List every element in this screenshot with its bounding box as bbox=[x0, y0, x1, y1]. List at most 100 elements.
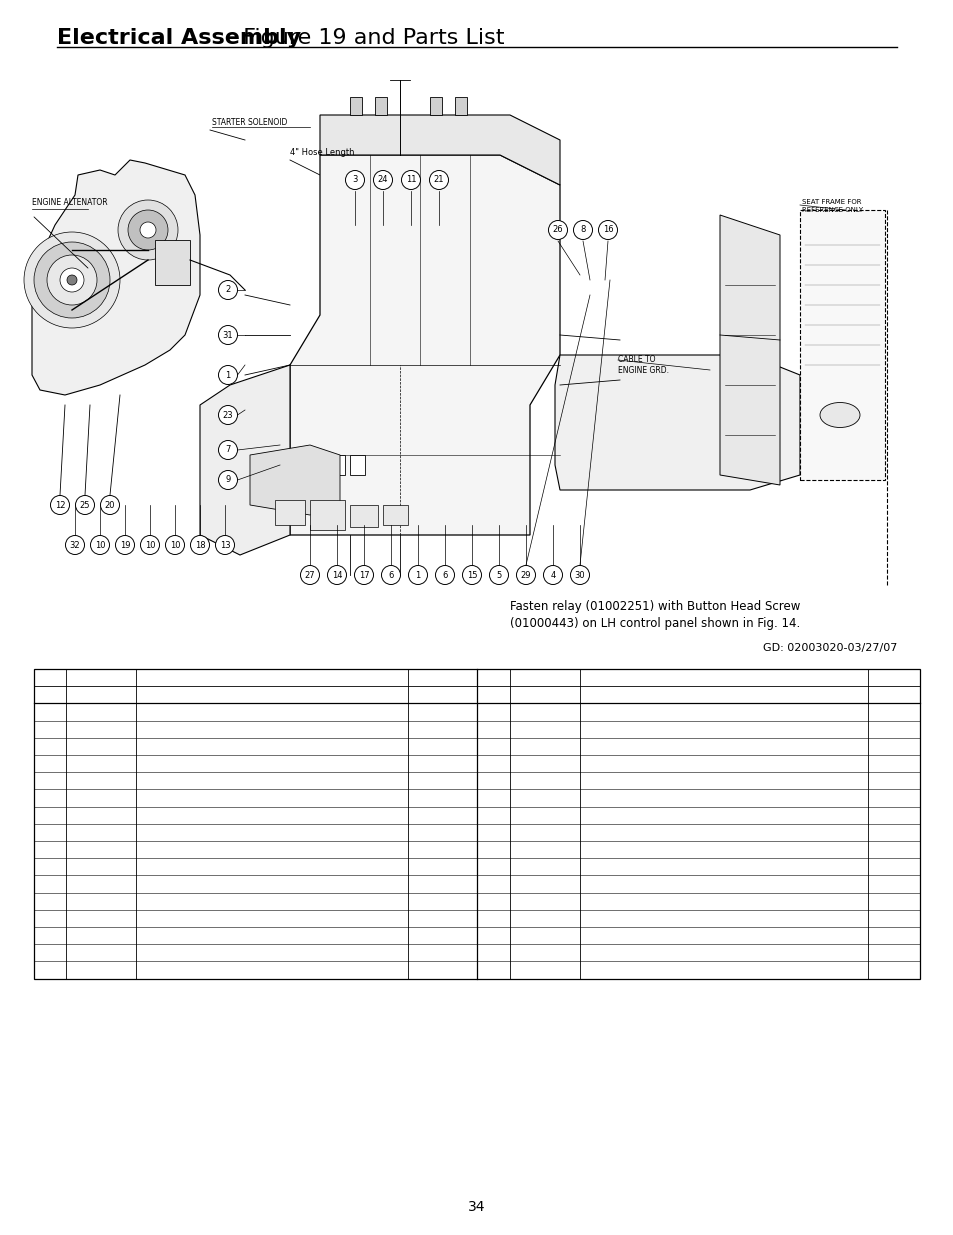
Text: 9: 9 bbox=[225, 475, 231, 484]
Text: Meter, Hour: Meter, Hour bbox=[139, 931, 204, 941]
Circle shape bbox=[548, 221, 567, 240]
Text: Electrical Conduit Clip, 3/8: Electrical Conduit Clip, 3/8 bbox=[582, 931, 726, 941]
Bar bbox=[800, 210, 884, 480]
Ellipse shape bbox=[820, 403, 859, 427]
Text: Timer Relay: Timer Relay bbox=[582, 965, 647, 974]
Circle shape bbox=[34, 242, 110, 317]
Text: 2: 2 bbox=[467, 879, 474, 889]
Text: Description: Description bbox=[139, 690, 209, 700]
Text: 24: 24 bbox=[377, 175, 388, 184]
Text: 34: 34 bbox=[468, 1200, 485, 1214]
Bar bbox=[154, 240, 190, 285]
Text: 14: 14 bbox=[332, 571, 342, 579]
Text: Switch, Electric, PTO: Switch, Electric, PTO bbox=[139, 845, 251, 855]
Text: Flange Lock, Hex Nut, 3/8-16: Flange Lock, Hex Nut, 3/8-16 bbox=[139, 793, 296, 803]
Circle shape bbox=[300, 566, 319, 584]
Text: 1: 1 bbox=[909, 914, 916, 924]
Text: 02002059: 02002059 bbox=[513, 827, 568, 837]
Text: 6: 6 bbox=[442, 571, 447, 579]
Text: Cable, Battery Red, 42": Cable, Battery Red, 42" bbox=[582, 827, 711, 837]
Text: 02003038: 02003038 bbox=[513, 931, 568, 941]
Text: Nut, Hex, Center Lock, M8: Nut, Hex, Center Lock, M8 bbox=[139, 897, 282, 906]
Text: 01003581: 01003581 bbox=[69, 914, 124, 924]
Text: 1: 1 bbox=[467, 845, 474, 855]
Text: 1: 1 bbox=[47, 706, 53, 718]
Text: 1: 1 bbox=[909, 879, 916, 889]
Text: 19: 19 bbox=[486, 741, 500, 751]
Circle shape bbox=[24, 232, 120, 329]
Text: Screw, Hex, Cap, 1/4-20 x .75: Screw, Hex, Cap, 1/4-20 x .75 bbox=[139, 724, 300, 734]
Text: 00032097: 00032097 bbox=[69, 810, 125, 820]
Bar bbox=[375, 98, 387, 115]
Circle shape bbox=[345, 170, 364, 189]
Text: 23: 23 bbox=[222, 410, 233, 420]
Circle shape bbox=[401, 170, 420, 189]
Text: 01002766: 01002766 bbox=[69, 879, 124, 889]
Text: 19: 19 bbox=[120, 541, 131, 550]
Text: 01009623: 01009623 bbox=[69, 965, 124, 974]
Text: 02000907: 02000907 bbox=[513, 741, 568, 751]
Text: 10: 10 bbox=[145, 541, 155, 550]
Circle shape bbox=[215, 536, 234, 555]
Circle shape bbox=[218, 405, 237, 425]
Text: 6: 6 bbox=[388, 571, 394, 579]
Text: SEAT FRAME FOR: SEAT FRAME FOR bbox=[801, 199, 861, 205]
Text: Ref.: Ref. bbox=[37, 673, 61, 683]
Polygon shape bbox=[32, 161, 200, 395]
Polygon shape bbox=[319, 115, 559, 185]
Bar bbox=[382, 505, 408, 525]
Text: 1: 1 bbox=[909, 897, 916, 906]
Text: ENGINE ALTENATOR: ENGINE ALTENATOR bbox=[32, 198, 108, 207]
Text: 1: 1 bbox=[415, 571, 420, 579]
Text: 11: 11 bbox=[405, 175, 416, 184]
Text: 3: 3 bbox=[467, 862, 474, 872]
Circle shape bbox=[218, 441, 237, 459]
Text: 16: 16 bbox=[602, 226, 613, 235]
Text: STARTER SOLENOID: STARTER SOLENOID bbox=[212, 119, 287, 127]
Text: 01009905: 01009905 bbox=[513, 724, 568, 734]
Text: 27: 27 bbox=[304, 571, 315, 579]
Text: 3: 3 bbox=[47, 741, 53, 751]
Text: --: -- bbox=[513, 793, 520, 803]
Bar bbox=[330, 454, 345, 475]
Text: 14: 14 bbox=[43, 931, 57, 941]
Text: 30: 30 bbox=[574, 571, 585, 579]
Text: 32: 32 bbox=[70, 541, 80, 550]
Text: Harness Assembly (not shown): Harness Assembly (not shown) bbox=[582, 914, 750, 924]
Text: 4: 4 bbox=[550, 571, 555, 579]
Circle shape bbox=[381, 566, 400, 584]
Circle shape bbox=[51, 495, 70, 515]
Text: 01007597: 01007597 bbox=[69, 931, 124, 941]
Circle shape bbox=[543, 566, 562, 584]
Text: Carriage Bolt, 3/8-16 x .75 Long: Carriage Bolt, 3/8-16 x .75 Long bbox=[139, 827, 313, 837]
Text: 18: 18 bbox=[194, 541, 205, 550]
Circle shape bbox=[374, 170, 392, 189]
Text: 4: 4 bbox=[467, 827, 474, 837]
Circle shape bbox=[140, 536, 159, 555]
Text: No.: No. bbox=[479, 690, 500, 700]
Text: 29: 29 bbox=[486, 914, 500, 924]
Text: 11: 11 bbox=[43, 879, 57, 889]
Text: 1: 1 bbox=[467, 914, 474, 924]
Text: 3: 3 bbox=[352, 175, 357, 184]
Text: 1: 1 bbox=[909, 827, 916, 837]
Text: 20: 20 bbox=[486, 758, 500, 768]
Circle shape bbox=[218, 280, 237, 300]
Text: (01000443) on LH control panel shown in Fig. 14.: (01000443) on LH control panel shown in … bbox=[510, 618, 800, 630]
Text: 6: 6 bbox=[47, 793, 53, 803]
Text: 1: 1 bbox=[909, 947, 916, 958]
Text: 25: 25 bbox=[80, 500, 91, 510]
Text: 2: 2 bbox=[47, 724, 53, 734]
Bar bbox=[310, 500, 345, 530]
Text: 02002346: 02002346 bbox=[513, 845, 568, 855]
Text: 2: 2 bbox=[467, 741, 474, 751]
Text: 30: 30 bbox=[486, 931, 500, 941]
Bar bbox=[350, 98, 361, 115]
Text: 12: 12 bbox=[54, 500, 65, 510]
Circle shape bbox=[100, 495, 119, 515]
Text: 2: 2 bbox=[467, 758, 474, 768]
Circle shape bbox=[598, 221, 617, 240]
Text: 1: 1 bbox=[467, 965, 474, 974]
Text: Fuel Hose, 1/4" (in inches): Fuel Hose, 1/4" (in inches) bbox=[582, 793, 725, 803]
Text: 5: 5 bbox=[47, 776, 53, 785]
